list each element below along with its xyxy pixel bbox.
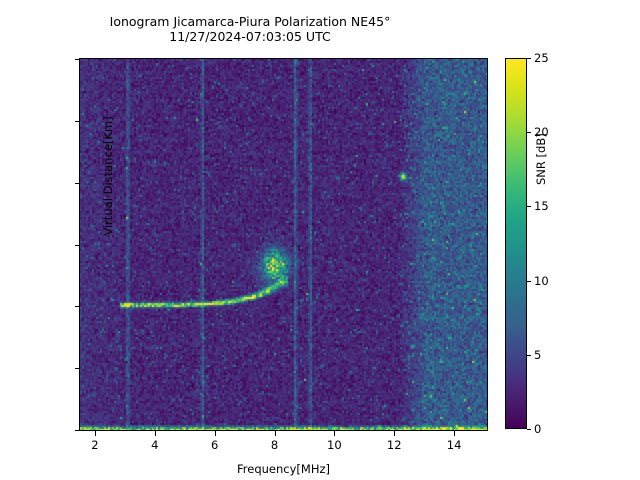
ionogram-heatmap — [80, 59, 487, 430]
x-tick-label: 10 — [327, 438, 342, 452]
y-tick — [75, 306, 80, 308]
colorbar-tick-label: 20 — [534, 125, 549, 140]
colorbar-tick-label: 5 — [534, 347, 542, 362]
y-tick — [75, 59, 80, 60]
x-tick — [94, 431, 96, 436]
colorbar-tick-label: 15 — [534, 199, 549, 214]
x-axis-label: Frequency[MHz] — [237, 462, 330, 476]
x-tick-label: 14 — [446, 438, 462, 452]
colorbar[interactable]: 0 5 10 15 20 25 — [505, 51, 549, 436]
colorbar-tick — [527, 429, 531, 430]
colorbar-tick — [527, 354, 531, 356]
y-tick — [75, 368, 80, 370]
title-line-1: Ionogram Jicamarca-Piura Polarization NE… — [109, 14, 391, 29]
x-tick-label: 8 — [270, 438, 279, 452]
x-tick-label: 2 — [91, 438, 99, 452]
colorbar-gradient — [505, 58, 527, 429]
x-tick-label: 4 — [151, 438, 159, 452]
y-tick — [75, 182, 80, 184]
y-tick — [75, 430, 80, 431]
colorbar-tick — [527, 206, 531, 208]
colorbar-tick-label: 25 — [534, 51, 549, 65]
x-tick — [394, 431, 396, 436]
figure-title: Ionogram Jicamarca-Piura Polarization NE… — [0, 14, 500, 44]
y-axis-label: Virtual Distance[Km] — [101, 116, 115, 236]
colorbar-tick-label: 0 — [534, 422, 542, 436]
colorbar-tick — [527, 58, 531, 59]
colorbar-tick-label: 10 — [534, 273, 549, 288]
x-tick — [454, 431, 456, 436]
x-tick — [274, 431, 276, 436]
x-tick-label: 12 — [386, 438, 402, 452]
y-tick — [75, 244, 80, 246]
x-tick — [334, 431, 336, 436]
x-tick — [154, 431, 156, 436]
colorbar-label: SNR [dB] — [534, 133, 548, 185]
title-line-2: 11/27/2024-07:03:05 UTC — [169, 29, 331, 44]
x-tick — [214, 431, 216, 436]
x-tick-label: 6 — [210, 438, 219, 452]
colorbar-tick — [527, 280, 531, 282]
y-tick — [75, 120, 80, 122]
plot-axes[interactable]: Virtual Distance[Km] Frequency[MHz] 0500… — [75, 58, 488, 476]
colorbar-tick — [527, 132, 531, 134]
